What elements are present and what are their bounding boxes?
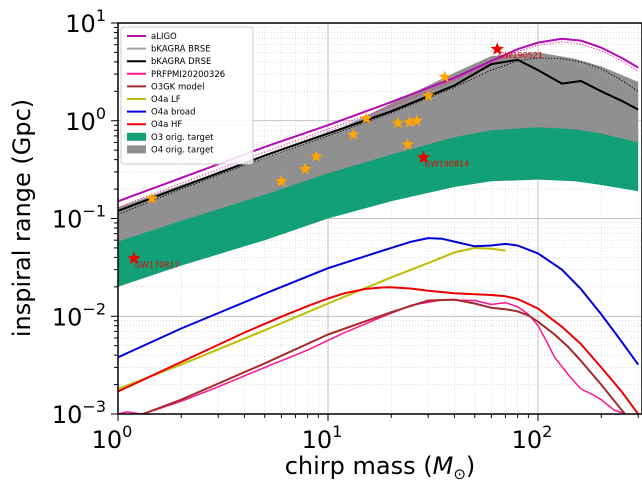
y-tick-label: 100 <box>65 104 106 136</box>
legend-label-aligo: aLIGO <box>151 32 177 42</box>
legend-box <box>120 26 254 165</box>
event-star-marker <box>391 116 404 129</box>
legend-label-bkagra-brse: bKAGRA BRSE <box>151 45 211 55</box>
event-star-marker <box>401 138 414 150</box>
legend-swatch-o3-orig-target <box>127 132 146 141</box>
event-marker-gw190521 <box>490 42 504 55</box>
legend-label-o4a-lf: O4a LF <box>151 95 181 105</box>
event-star-marker <box>403 115 416 128</box>
event-star-marker <box>360 112 373 124</box>
legend-label-o3-orig-target: O3 orig. target <box>151 133 214 143</box>
y-tick-label: 101 <box>65 6 106 38</box>
tick-labels: 100 101 102 10−3 10−2 10−1 100 101 <box>52 6 553 454</box>
event-star-marker <box>310 150 323 162</box>
legend-label-prfpmi20200326: PRFPMI20200326 <box>151 70 225 80</box>
legend-label-o4a-broad: O4a broad <box>151 108 196 118</box>
y-tick-label: 10−1 <box>52 202 106 234</box>
series-o4a-lf <box>118 246 506 390</box>
axes-frame <box>111 22 642 421</box>
band-o4-orig-target <box>118 52 639 242</box>
legend: aLIGO bKAGRA BRSE bKAGRA DRSE PRFPMI2020032… <box>120 26 254 165</box>
event-star-marker <box>410 114 424 126</box>
event-label-gw170817: GW170817 <box>135 260 180 269</box>
event-label-gw190521: GW190521 <box>498 51 543 60</box>
event-star-marker <box>275 174 288 187</box>
event-marker-gw170817 <box>127 251 141 265</box>
event-marker-gw190814 <box>416 150 431 164</box>
event-label-gw190814: GW190814 <box>425 160 470 169</box>
y-axis-label: inspiral range (Gpc) <box>8 99 36 337</box>
x-tick-label: 100 <box>92 422 133 454</box>
event-star-marker <box>438 70 451 83</box>
x-axis-label: chirp mass (M⊙) <box>285 452 476 483</box>
legend-label-o3gk-model: O3GK model <box>151 82 204 92</box>
event-star-marker <box>299 162 312 175</box>
x-tick-label: 102 <box>512 422 553 454</box>
event-star-marker <box>422 89 435 102</box>
plot-area: GW170817 GW190814 GW190521 <box>118 37 640 414</box>
series-bkagra-drse <box>118 58 639 212</box>
series-o4a-broad <box>118 237 640 366</box>
event-star-marker <box>347 128 360 140</box>
series-o4a-hf <box>118 286 640 414</box>
series-prfpmi20200326 <box>118 299 628 414</box>
band-o3-orig-target <box>118 105 639 287</box>
series-o3gk-model <box>140 298 627 414</box>
y-tick-label: 10−3 <box>52 397 106 429</box>
x-tick-label: 101 <box>302 422 343 454</box>
series-aligo <box>118 37 639 203</box>
legend-label-bkagra-drse: bKAGRA DRSE <box>151 57 211 67</box>
legend-label-o4a-hf: O4a HF <box>151 120 182 130</box>
legend-label-o4-orig-target: O4 orig. target <box>151 145 214 155</box>
dotted-curve <box>118 57 639 215</box>
y-tick-label: 10−2 <box>52 299 106 331</box>
legend-swatch-o4-orig-target <box>127 145 146 154</box>
event-star-marker <box>145 192 159 204</box>
dotted-curve <box>118 41 639 208</box>
